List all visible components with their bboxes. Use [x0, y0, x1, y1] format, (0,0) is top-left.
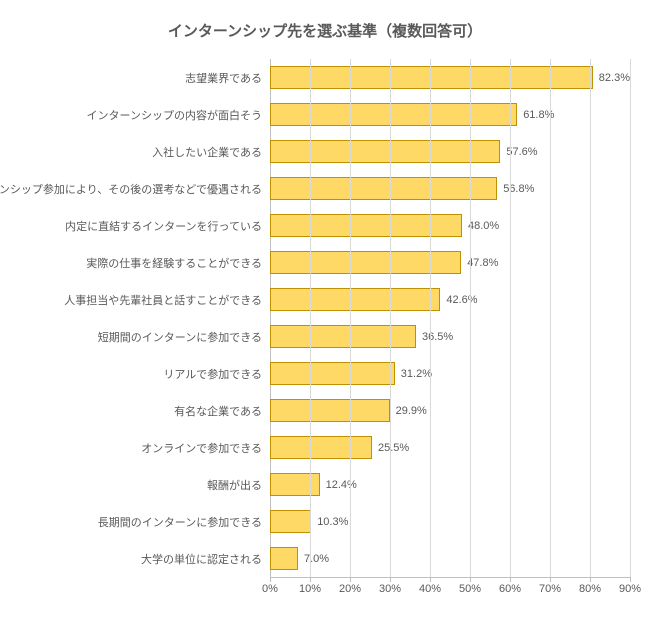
bar-row: 31.2%: [270, 355, 630, 392]
bar-value-label: 12.4%: [326, 479, 357, 491]
grid-line: [470, 59, 471, 577]
bar-value-label: 57.6%: [506, 146, 537, 158]
x-tick-label: 90%: [619, 583, 641, 595]
bar-value-label: 56.8%: [503, 183, 534, 195]
bar-value-label: 42.6%: [446, 294, 477, 306]
plot-area: 志望業界であるインターンシップの内容が面白そう入社したい企業であるインターンシッ…: [20, 59, 630, 577]
y-axis-label: 実際の仕事を経験することができる: [20, 244, 270, 281]
y-axis-label: 短期間のインターンに参加できる: [20, 318, 270, 355]
x-ticks-region: 0%10%20%30%40%50%60%70%80%90%: [270, 577, 630, 601]
bar-value-label: 47.8%: [467, 257, 498, 269]
bar-row: 36.5%: [270, 318, 630, 355]
bar-fill: [270, 436, 372, 459]
x-axis: 0%10%20%30%40%50%60%70%80%90%: [20, 577, 630, 601]
y-axis-label: 有名な企業である: [20, 392, 270, 429]
bar-row: 12.4%: [270, 466, 630, 503]
x-tick-mark: [510, 577, 511, 582]
bar-fill: [270, 325, 416, 348]
bar-value-label: 10.3%: [317, 516, 348, 528]
bar-fill: [270, 547, 298, 570]
x-tick-label: 70%: [539, 583, 561, 595]
bars-region: 82.3% 61.8% 57.6% 56.8% 48.0% 47.8% 42.6% 36.5%…: [270, 59, 630, 577]
x-tick-mark: [350, 577, 351, 582]
x-tick-label: 80%: [579, 583, 601, 595]
bar-value-label: 36.5%: [422, 331, 453, 343]
y-axis-label: 志望業界である: [20, 59, 270, 96]
bar-fill: [270, 288, 440, 311]
x-tick-mark: [310, 577, 311, 582]
y-axis-label: 入社したい企業である: [20, 133, 270, 170]
bar-row: 57.6%: [270, 133, 630, 170]
x-tick-label: 40%: [419, 583, 441, 595]
bar-value-label: 82.3%: [599, 72, 630, 84]
x-tick-mark: [590, 577, 591, 582]
grid-line: [350, 59, 351, 577]
bar-value-label: 48.0%: [468, 220, 499, 232]
x-tick-mark: [430, 577, 431, 582]
y-axis-label: 人事担当や先輩社員と話すことができる: [20, 281, 270, 318]
grid-line: [630, 59, 631, 577]
bar-fill: [270, 362, 395, 385]
bar-row: 29.9%: [270, 392, 630, 429]
y-axis-label: リアルで参加できる: [20, 355, 270, 392]
bar-fill: [270, 140, 500, 163]
bar-fill: [270, 251, 461, 274]
x-axis-line: [270, 577, 630, 578]
chart-container: インターンシップ先を選ぶ基準（複数回答可） 志望業界であるインターンシップの内容…: [0, 0, 650, 620]
x-tick-label: 20%: [339, 583, 361, 595]
bar-fill: [270, 399, 390, 422]
bar-fill: [270, 473, 320, 496]
bar-fill: [270, 214, 462, 237]
y-axis-label: 大学の単位に認定される: [20, 540, 270, 577]
bar-row: 48.0%: [270, 207, 630, 244]
grid-line: [310, 59, 311, 577]
y-axis-labels: 志望業界であるインターンシップの内容が面白そう入社したい企業であるインターンシッ…: [20, 59, 270, 577]
bar-value-label: 31.2%: [401, 368, 432, 380]
y-axis-label: 長期間のインターンに参加できる: [20, 503, 270, 540]
y-axis-label: 報酬が出る: [20, 466, 270, 503]
x-tick-mark: [630, 577, 631, 582]
grid-line: [590, 59, 591, 577]
bar-fill: [270, 103, 517, 126]
y-axis-label: インターンシップ参加により、その後の選考などで優遇される: [20, 170, 270, 207]
grid-line: [550, 59, 551, 577]
grid-line: [430, 59, 431, 577]
bar-value-label: 25.5%: [378, 442, 409, 454]
x-axis-spacer: [20, 577, 270, 601]
x-tick-label: 10%: [299, 583, 321, 595]
x-tick-label: 50%: [459, 583, 481, 595]
x-tick-mark: [270, 577, 271, 582]
y-axis-label: インターンシップの内容が面白そう: [20, 96, 270, 133]
bar-value-label: 29.9%: [396, 405, 427, 417]
bar-fill: [270, 177, 497, 200]
bar-fill: [270, 66, 593, 89]
bar-row: 56.8%: [270, 170, 630, 207]
x-tick-label: 60%: [499, 583, 521, 595]
bar-row: 61.8%: [270, 96, 630, 133]
x-tick-label: 0%: [262, 583, 278, 595]
grid-line: [510, 59, 511, 577]
x-tick-mark: [550, 577, 551, 582]
bar-value-label: 7.0%: [304, 553, 329, 565]
x-tick-label: 30%: [379, 583, 401, 595]
bars-column: 82.3% 61.8% 57.6% 56.8% 48.0% 47.8% 42.6% 36.5%…: [270, 59, 630, 577]
x-tick-mark: [390, 577, 391, 582]
chart-title: インターンシップ先を選ぶ基準（複数回答可）: [20, 20, 630, 41]
grid-line: [390, 59, 391, 577]
bar-row: 42.6%: [270, 281, 630, 318]
bar-row: 47.8%: [270, 244, 630, 281]
bar-row: 25.5%: [270, 429, 630, 466]
bar-row: 82.3%: [270, 59, 630, 96]
bar-row: 7.0%: [270, 540, 630, 577]
bar-fill: [270, 510, 311, 533]
bar-row: 10.3%: [270, 503, 630, 540]
y-axis-label: オンラインで参加できる: [20, 429, 270, 466]
x-tick-mark: [470, 577, 471, 582]
y-axis-label: 内定に直結するインターンを行っている: [20, 207, 270, 244]
